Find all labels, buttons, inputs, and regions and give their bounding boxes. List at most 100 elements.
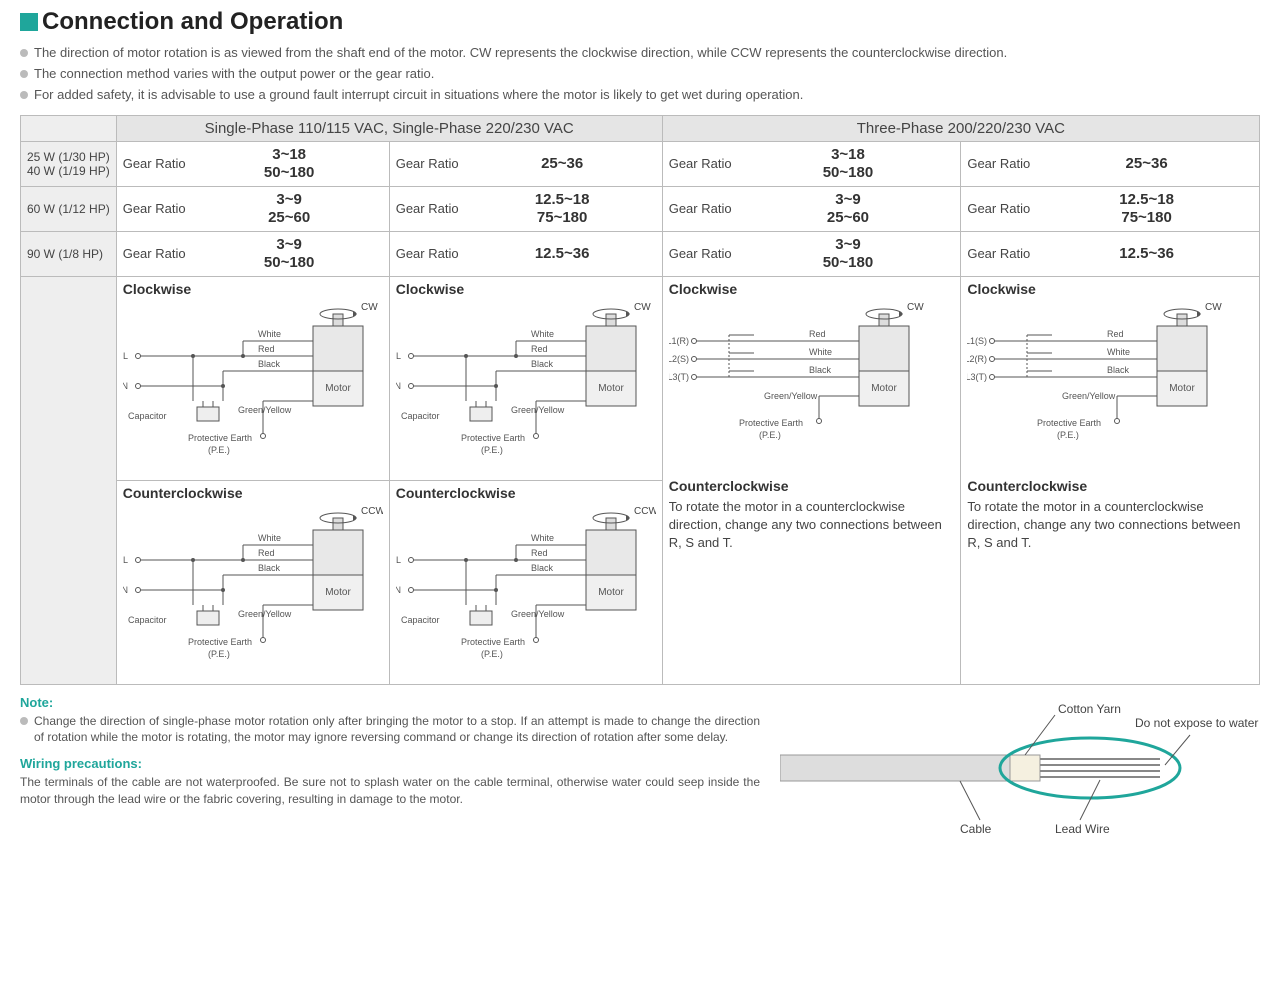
svg-text:Protective Earth: Protective Earth [1037,418,1101,428]
gr-label: Gear Ratio [669,201,732,216]
bullet-item: The connection method varies with the ou… [20,65,1260,83]
svg-text:CW: CW [907,302,924,313]
gr-values: 12.5~36 [1040,245,1253,263]
gr-values: 3~925~60 [196,191,383,227]
intro-bullets: The direction of motor rotation is as vi… [20,44,1260,105]
gr-values: 12.5~1875~180 [1040,191,1253,227]
svg-text:L2(R): L2(R) [967,354,987,364]
svg-text:N: N [396,585,401,595]
svg-text:CW: CW [1205,302,1222,313]
svg-text:Black: Black [809,365,832,375]
bullet-item: The direction of motor rotation is as vi… [20,44,1260,62]
row-label-60w: 60 W (1/12 HP) [21,186,117,231]
diagram-title: Clockwise [967,281,1253,297]
svg-text:(P.E.): (P.E.) [759,430,781,440]
diagram-cell-three-a: Clockwise Motor CW L1(R) Red L2(S) White… [662,276,961,684]
ccw-note-body: To rotate the motor in a counterclockwis… [967,498,1253,553]
svg-text:Black: Black [258,359,281,369]
svg-text:Protective Earth: Protective Earth [461,433,525,443]
svg-text:L3(T): L3(T) [669,372,689,382]
gr-values: 25~36 [1040,155,1253,173]
svg-text:N: N [123,585,128,595]
svg-text:Capacitor: Capacitor [401,615,440,625]
svg-text:Black: Black [258,563,281,573]
row-label-90w: 90 W (1/8 HP) [21,231,117,276]
svg-text:Green/Yellow: Green/Yellow [764,391,818,401]
svg-text:White: White [1107,347,1130,357]
gr-cell: Gear Ratio3~950~180 [662,231,961,276]
wiring-diagram: Motor CW L1(R) Red L2(S) White L3(T) Bla… [669,301,955,466]
connection-table: Single-Phase 110/115 VAC, Single-Phase 2… [20,115,1260,685]
gr-cell: Gear Ratio 12.5~36 [961,231,1260,276]
diagram-title: Clockwise [396,281,656,297]
diagram-cell-single-a-ccw: Counterclockwise Motor CCW L N White Red… [116,480,389,684]
svg-text:L1(S): L1(S) [967,336,987,346]
wiring-diagram: Motor CW L N White Red Black Capacitor G… [396,301,656,476]
wiring-text: The terminals of the cable are not water… [20,774,760,808]
diagram-cell-single-a-cw: Clockwise Motor CW L N White Red Black C… [116,276,389,480]
svg-text:L1(R): L1(R) [669,336,689,346]
svg-text:White: White [258,329,281,339]
svg-text:Protective Earth: Protective Earth [188,433,252,443]
gr-values: 3~925~60 [742,191,955,227]
cable-diagram: Cotton Yarn Do not expose to water Cable… [780,695,1260,848]
svg-text:Do not expose to water: Do not expose to water [1135,716,1258,730]
svg-text:Protective Earth: Protective Earth [188,637,252,647]
gr-values: 25~36 [469,155,656,173]
svg-text:Green/Yellow: Green/Yellow [511,405,565,415]
svg-text:Green/Yellow: Green/Yellow [1062,391,1116,401]
diagram-cell-single-b-ccw: Counterclockwise Motor CCW L N White Red… [389,480,662,684]
gr-cell: Gear Ratio12.5~36 [389,231,662,276]
svg-text:Motor: Motor [598,383,624,394]
title-text: Connection and Operation [42,8,343,36]
svg-text:Red: Red [258,344,275,354]
ccw-note-body: To rotate the motor in a counterclockwis… [669,498,955,553]
note-header: Note: [20,695,760,710]
header-single-phase: Single-Phase 110/115 VAC, Single-Phase 2… [116,115,662,141]
svg-text:(P.E.): (P.E.) [208,445,230,455]
svg-text:CCW: CCW [361,506,383,517]
diagram-title: Clockwise [669,281,955,297]
svg-text:(P.E.): (P.E.) [1057,430,1079,440]
svg-text:L2(S): L2(S) [669,354,689,364]
gr-label: Gear Ratio [967,201,1030,216]
gr-cell: Gear Ratio 12.5~1875~180 [961,186,1260,231]
gr-label: Gear Ratio [123,246,186,261]
gr-values: 12.5~36 [469,245,656,263]
bullet-text: For added safety, it is advisable to use… [34,86,803,104]
gr-cell: Gear Ratio25~36 [961,141,1260,186]
gr-label: Gear Ratio [967,246,1030,261]
bullet-text: The direction of motor rotation is as vi… [34,44,1007,62]
section-title: Connection and Operation [20,8,1260,36]
svg-text:Motor: Motor [325,587,351,598]
gr-values: 3~950~180 [742,236,955,272]
svg-text:Capacitor: Capacitor [128,411,167,421]
svg-text:Black: Black [531,359,554,369]
row-label-25-40w: 25 W (1/30 HP) 40 W (1/19 HP) [21,141,117,186]
svg-text:(P.E.): (P.E.) [481,445,503,455]
wiring-diagram: Motor CCW L N White Red Black Capacitor … [123,505,383,680]
header-three-phase: Three-Phase 200/220/230 VAC [662,115,1259,141]
svg-text:Motor: Motor [1170,383,1196,394]
svg-text:L: L [396,351,401,361]
corner-cell [21,115,117,141]
svg-text:CCW: CCW [634,506,656,517]
row-label-line: 40 W (1/19 HP) [27,164,110,178]
diagram-title: Counterclockwise [396,485,656,501]
svg-text:Motor: Motor [598,587,624,598]
svg-text:N: N [396,381,401,391]
svg-text:L3(T): L3(T) [967,372,987,382]
svg-text:Red: Red [809,329,826,339]
gr-cell: Gear Ratio3~925~60 [116,186,389,231]
wiring-header: Wiring precautions: [20,756,760,771]
svg-text:(P.E.): (P.E.) [208,649,230,659]
svg-text:Red: Red [531,548,548,558]
svg-text:Red: Red [531,344,548,354]
gr-cell: Gear Ratio3~1850~180 [662,141,961,186]
gr-label: Gear Ratio [669,156,732,171]
gr-cell: Gear Ratio3~1850~180 [116,141,389,186]
svg-text:CW: CW [634,302,651,313]
ccw-note-title: Counterclockwise [967,478,1253,494]
svg-text:White: White [258,533,281,543]
gr-values: 3~950~180 [196,236,383,272]
